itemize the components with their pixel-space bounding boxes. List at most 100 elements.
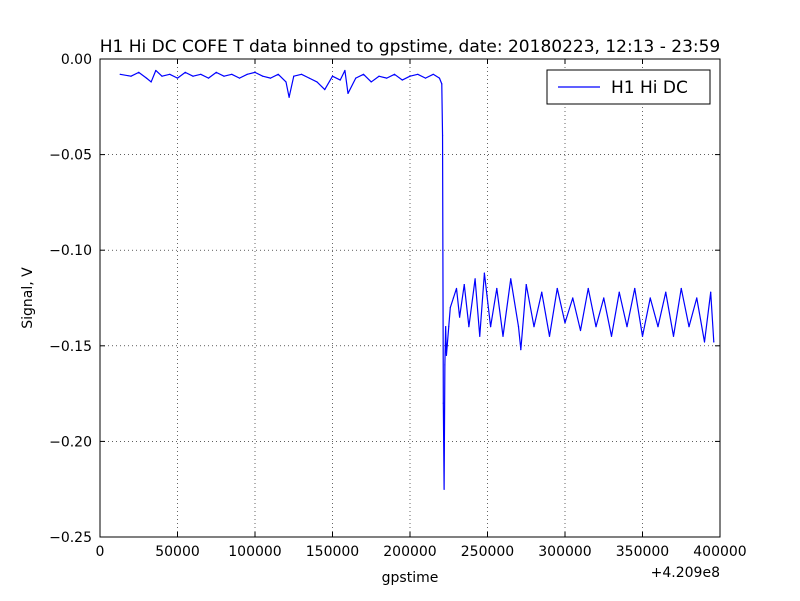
data-point xyxy=(442,402,444,404)
y-tick-label: −0.25 xyxy=(49,530,92,546)
data-point xyxy=(517,326,520,328)
data-point xyxy=(161,75,163,77)
y-axis-label: Signal, V xyxy=(20,267,36,329)
data-point xyxy=(417,73,419,75)
data-point xyxy=(564,322,566,324)
data-point xyxy=(649,297,651,299)
data-point xyxy=(409,75,411,77)
data-point xyxy=(238,77,241,79)
y-tick-label: 0.00 xyxy=(61,52,92,68)
data-point xyxy=(595,326,597,328)
data-point xyxy=(703,341,706,343)
data-point xyxy=(463,284,465,286)
data-point xyxy=(424,77,427,79)
data-point xyxy=(541,291,543,293)
data-point xyxy=(344,69,346,72)
data-point xyxy=(347,92,349,95)
data-point xyxy=(634,287,636,290)
data-point xyxy=(579,329,582,332)
data-point xyxy=(441,134,444,137)
data-point xyxy=(362,73,365,75)
data-point xyxy=(490,326,492,328)
data-point xyxy=(618,291,620,293)
data-point xyxy=(401,79,403,81)
data-point xyxy=(572,297,574,299)
data-point xyxy=(657,326,659,328)
x-tick-label: 250000 xyxy=(461,544,514,560)
data-point xyxy=(533,326,535,328)
legend: H1 Hi DC xyxy=(546,69,711,105)
data-point xyxy=(452,297,454,299)
data-point xyxy=(446,345,448,347)
x-tick-label: 150000 xyxy=(306,544,359,560)
data-point xyxy=(556,287,558,290)
data-point xyxy=(254,71,256,73)
x-tick-label: 400000 xyxy=(693,544,746,560)
plot-area xyxy=(100,59,720,537)
data-point xyxy=(293,75,295,77)
data-point xyxy=(688,326,690,328)
y-tick-label: −0.05 xyxy=(49,148,92,164)
data-point xyxy=(672,335,675,337)
data-point xyxy=(285,81,287,83)
data-point xyxy=(610,335,613,337)
data-point xyxy=(710,291,712,293)
data-point xyxy=(370,81,372,83)
data-point xyxy=(468,326,470,328)
x-axis-label: gpstime xyxy=(382,570,439,586)
grid-layer xyxy=(100,59,720,537)
data-point xyxy=(184,71,186,73)
data-point xyxy=(443,488,445,490)
data-point xyxy=(393,73,396,75)
data-point xyxy=(680,287,682,290)
data-point xyxy=(444,364,446,366)
data-point xyxy=(483,272,485,274)
data-point xyxy=(587,287,589,290)
data-point xyxy=(548,335,551,337)
data-point xyxy=(378,75,380,77)
data-point xyxy=(713,341,715,343)
x-tick-label: 0 xyxy=(96,544,105,560)
data-point xyxy=(231,73,233,75)
x-tick-label: 50000 xyxy=(155,544,200,560)
data-point xyxy=(479,335,481,337)
data-point xyxy=(150,81,152,83)
data-point xyxy=(339,79,341,81)
y-tick-label: −0.15 xyxy=(49,339,92,355)
data-point xyxy=(386,77,388,79)
data-point xyxy=(269,77,272,79)
x-tick-label: 200000 xyxy=(383,544,436,560)
data-point xyxy=(520,349,522,351)
data-point xyxy=(641,335,644,337)
data-point xyxy=(502,335,504,337)
data-point xyxy=(176,77,179,79)
data-point xyxy=(510,278,512,280)
data-point xyxy=(445,326,447,328)
chart-title: H1 Hi DC COFE T data binned to gpstime, … xyxy=(100,37,721,57)
data-point xyxy=(300,73,303,75)
data-point xyxy=(130,75,132,77)
data-point xyxy=(192,75,194,77)
data-point xyxy=(626,326,628,328)
data-point xyxy=(438,77,441,79)
data-point xyxy=(246,73,248,75)
data-point xyxy=(223,75,225,77)
data-point xyxy=(155,69,157,72)
x-tick-label: 100000 xyxy=(228,544,281,560)
data-point xyxy=(449,306,451,309)
data-point xyxy=(262,75,264,77)
data-point xyxy=(455,287,458,290)
series-layer xyxy=(119,69,715,490)
data-point xyxy=(496,287,498,290)
data-point xyxy=(200,73,202,75)
data-point xyxy=(215,71,217,73)
data-point xyxy=(169,73,171,75)
data-point xyxy=(696,297,698,299)
data-point xyxy=(459,316,461,318)
x-tick-label: 300000 xyxy=(538,544,591,560)
data-point xyxy=(331,75,334,77)
y-tick-label: −0.10 xyxy=(49,243,92,259)
data-point xyxy=(445,354,448,356)
